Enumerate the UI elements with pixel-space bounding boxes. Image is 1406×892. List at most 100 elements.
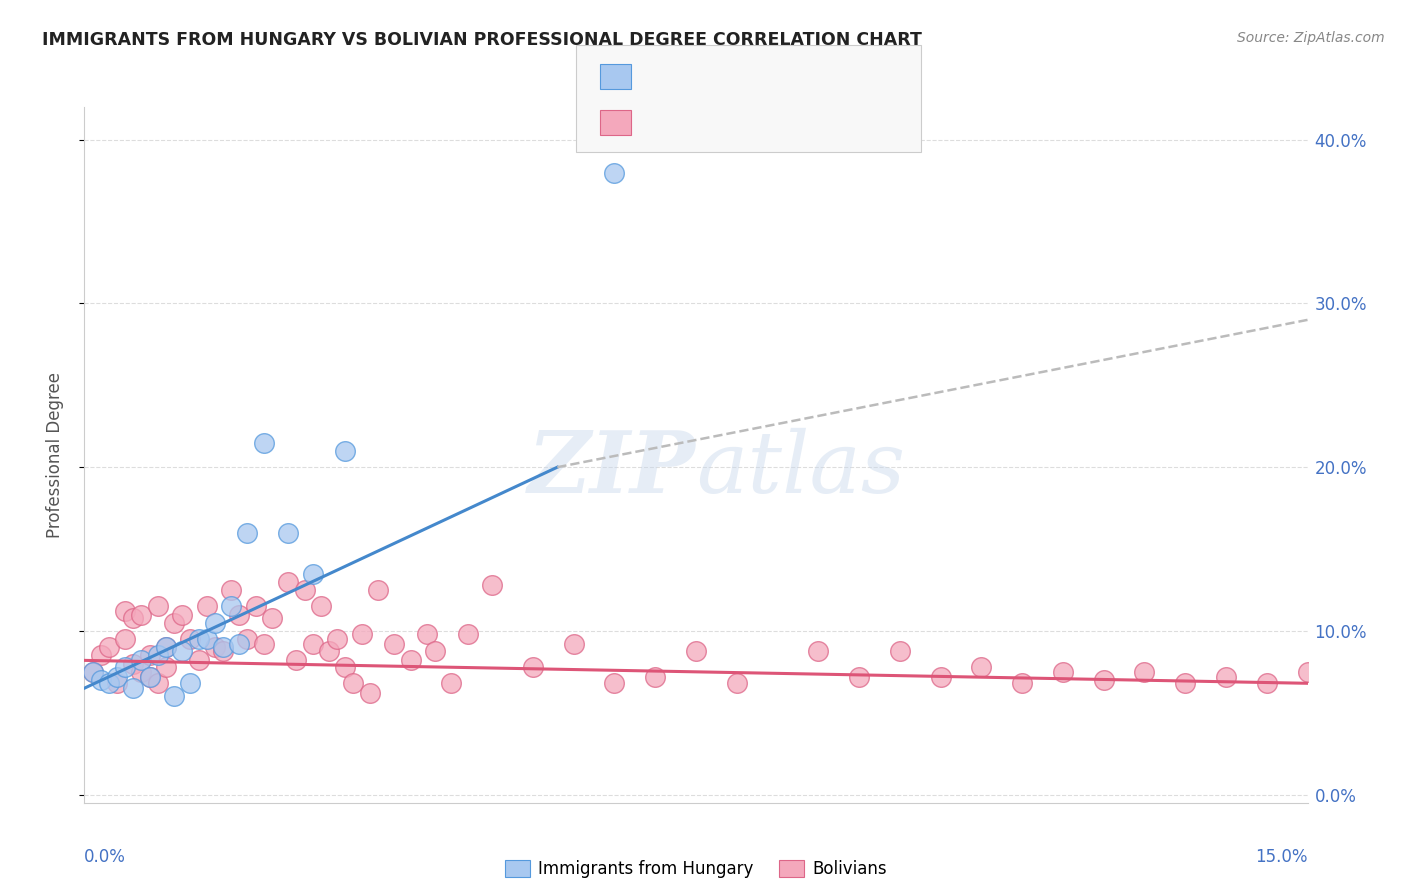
Point: [1092, 673, 1115, 687]
Point: [236, 632, 259, 646]
Point: [163, 615, 186, 630]
Point: [277, 574, 299, 589]
Point: [382, 637, 405, 651]
Point: [301, 566, 323, 581]
Point: [929, 670, 952, 684]
Text: 0.0%: 0.0%: [84, 848, 127, 866]
Point: [253, 435, 276, 450]
Point: [807, 643, 830, 657]
Point: [155, 660, 177, 674]
Point: [848, 670, 870, 684]
Point: [97, 676, 120, 690]
Point: [725, 676, 748, 690]
Point: [163, 690, 186, 704]
Point: [335, 443, 357, 458]
Point: [318, 643, 340, 657]
Point: [1378, 670, 1400, 684]
Point: [155, 640, 177, 655]
Point: [970, 660, 993, 674]
Point: [212, 643, 235, 657]
Point: [1256, 676, 1278, 690]
Legend: Immigrants from Hungary, Bolivians: Immigrants from Hungary, Bolivians: [499, 854, 893, 885]
Point: [367, 582, 389, 597]
Point: [204, 615, 226, 630]
Point: [195, 632, 218, 646]
Point: [562, 637, 585, 651]
Point: [481, 578, 503, 592]
Point: [228, 607, 250, 622]
Text: atlas: atlas: [696, 427, 905, 510]
Point: [179, 676, 201, 690]
Point: [172, 607, 194, 622]
Point: [82, 665, 104, 679]
Point: [1337, 676, 1360, 690]
Point: [122, 611, 145, 625]
Point: [146, 599, 169, 614]
Point: [114, 660, 136, 674]
Text: R =  0.412   N = 25: R = 0.412 N = 25: [640, 69, 823, 84]
Point: [294, 582, 316, 597]
Point: [644, 670, 666, 684]
Point: [105, 670, 128, 684]
Point: [335, 660, 357, 674]
Point: [90, 673, 112, 687]
Point: [1296, 665, 1319, 679]
Point: [179, 632, 201, 646]
Point: [603, 676, 626, 690]
Point: [105, 676, 128, 690]
Point: [212, 640, 235, 655]
Text: ZIP: ZIP: [529, 427, 696, 510]
Point: [399, 653, 422, 667]
Point: [309, 599, 332, 614]
Point: [138, 648, 160, 663]
Point: [204, 640, 226, 655]
Point: [342, 676, 364, 690]
Point: [114, 632, 136, 646]
Point: [138, 670, 160, 684]
Point: [522, 660, 544, 674]
Point: [440, 676, 463, 690]
Point: [350, 627, 373, 641]
Point: [82, 665, 104, 679]
Point: [1133, 665, 1156, 679]
Point: [359, 686, 381, 700]
Point: [146, 676, 169, 690]
Point: [219, 582, 242, 597]
Point: [131, 665, 153, 679]
Point: [889, 643, 911, 657]
Point: [97, 640, 120, 655]
Point: [122, 657, 145, 671]
Point: [219, 599, 242, 614]
Point: [172, 643, 194, 657]
Point: [155, 640, 177, 655]
Point: [114, 604, 136, 618]
Point: [187, 632, 209, 646]
Point: [122, 681, 145, 696]
Point: [131, 607, 153, 622]
Point: [228, 637, 250, 651]
Point: [326, 632, 349, 646]
Point: [90, 648, 112, 663]
Text: IMMIGRANTS FROM HUNGARY VS BOLIVIAN PROFESSIONAL DEGREE CORRELATION CHART: IMMIGRANTS FROM HUNGARY VS BOLIVIAN PROF…: [42, 31, 922, 49]
Point: [1011, 676, 1033, 690]
Point: [146, 648, 169, 663]
Point: [245, 599, 267, 614]
Point: [685, 643, 707, 657]
Point: [301, 637, 323, 651]
Point: [457, 627, 479, 641]
Point: [260, 611, 283, 625]
Point: [1215, 670, 1237, 684]
Point: [138, 670, 160, 684]
Point: [416, 627, 439, 641]
Point: [236, 525, 259, 540]
Point: [253, 637, 276, 651]
Point: [285, 653, 308, 667]
Text: R = -0.180   N = 82: R = -0.180 N = 82: [640, 115, 823, 130]
Point: [195, 599, 218, 614]
Text: 15.0%: 15.0%: [1256, 848, 1308, 866]
Point: [1174, 676, 1197, 690]
Point: [277, 525, 299, 540]
Point: [1052, 665, 1074, 679]
Y-axis label: Professional Degree: Professional Degree: [45, 372, 63, 538]
Point: [423, 643, 446, 657]
